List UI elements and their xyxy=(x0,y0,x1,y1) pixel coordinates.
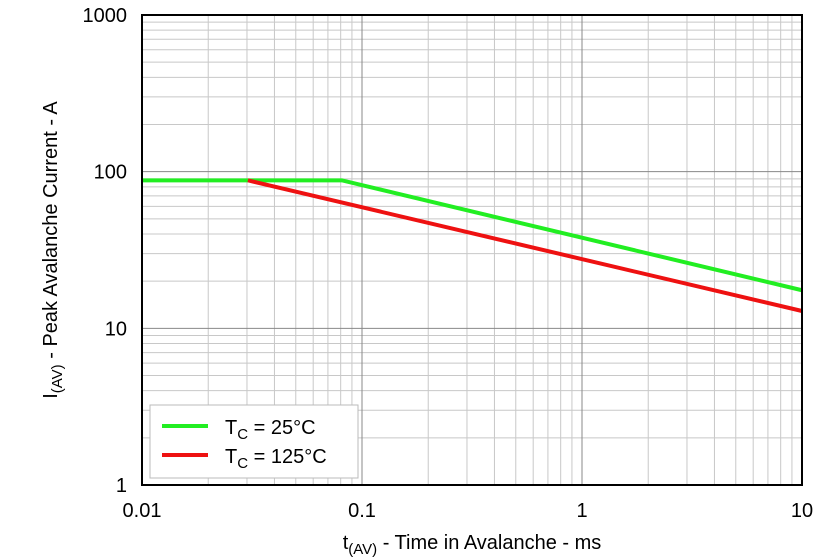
legend-sub: C xyxy=(237,426,248,443)
lines xyxy=(142,178,803,313)
x-tick-label: 0.1 xyxy=(348,500,376,522)
legend-rest: = 125°C xyxy=(248,446,327,468)
y-title-sub: (AV) xyxy=(49,364,66,393)
plot-frame xyxy=(141,14,803,486)
legend-main: T xyxy=(225,446,237,468)
y-tick-label: 10 xyxy=(105,318,127,340)
x-title-sub: (AV) xyxy=(348,541,377,558)
legend-sub: C xyxy=(237,455,248,472)
y-tick-label: 1 xyxy=(116,475,127,497)
x-title-rest: - Time in Avalanche - ms xyxy=(377,532,601,554)
grid xyxy=(141,14,803,486)
legend-label: TC = 25°C xyxy=(225,417,316,443)
x-title-main: t xyxy=(343,532,349,554)
series-line xyxy=(142,178,803,293)
legend-box xyxy=(149,404,359,479)
legend-rest: = 25°C xyxy=(248,417,315,439)
legend-label: TC = 125°C xyxy=(225,446,327,472)
series-line xyxy=(247,178,803,313)
x-axis-title: t(AV) - Time in Avalanche - ms xyxy=(343,532,602,558)
y-title-rest: - Peak Avalanche Current - A xyxy=(40,101,62,365)
legend-main: T xyxy=(225,417,237,439)
x-tick-label: 0.01 xyxy=(123,500,162,522)
x-tick-label: 10 xyxy=(791,500,813,522)
y-tick-label: 1000 xyxy=(83,5,128,27)
y-tick-label: 100 xyxy=(94,162,127,184)
y-axis-title: I(AV) - Peak Avalanche Current - A xyxy=(40,101,66,399)
x-tick-label: 1 xyxy=(576,500,587,522)
y-title-main: I xyxy=(40,393,62,399)
